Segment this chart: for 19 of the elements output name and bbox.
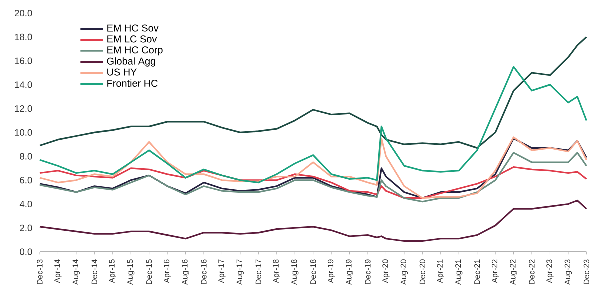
y-tick-label: 6.0	[20, 177, 32, 184]
legend-label: EM HC Sov	[108, 24, 159, 32]
y-tick-label: 14.0	[15, 82, 32, 88]
y-tick-label: 0.0	[20, 248, 32, 256]
legend-label: Frontier HC	[108, 80, 158, 88]
legend-label: Global Agg	[107, 58, 156, 67]
legend-label: EM LC Sov	[108, 36, 158, 43]
y-tick-label: 8.0	[20, 153, 32, 160]
line-series	[39, 66, 588, 184]
y-tick-label: 16.0	[15, 58, 32, 64]
y-tick-label: 10.0	[15, 129, 32, 136]
y-tick-label: 2.0	[20, 224, 32, 232]
legend-label: EM HC Corp	[108, 46, 163, 56]
y-tick-label: 18.0	[15, 34, 32, 40]
legend-label: US HY	[108, 68, 137, 76]
y-tick-label: 4.0	[20, 200, 32, 208]
y-tick-label: 12.0	[15, 106, 32, 112]
y-tick-label: 20.0	[15, 10, 32, 17]
line-series	[39, 200, 588, 242]
